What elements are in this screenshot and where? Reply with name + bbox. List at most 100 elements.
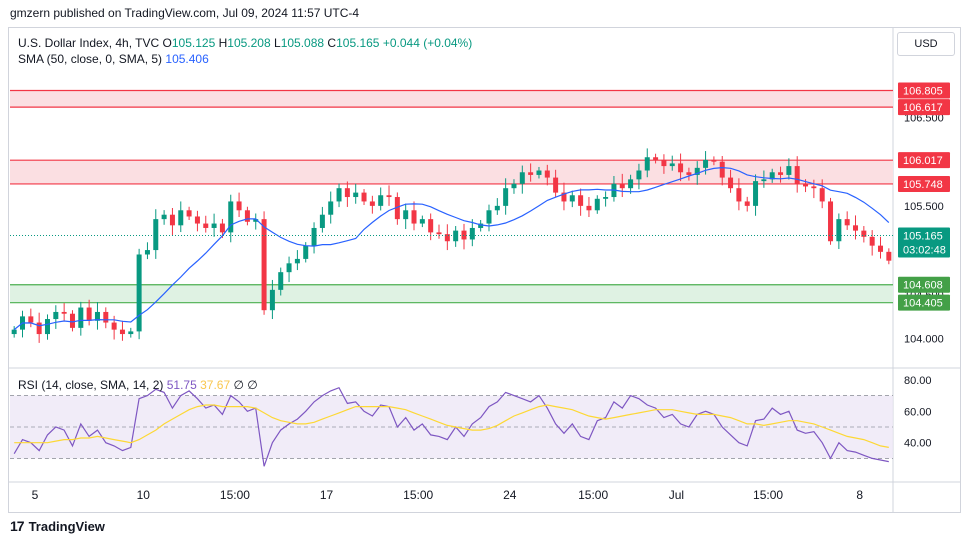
sma-value: 105.406: [165, 52, 209, 66]
candle-body: [586, 205, 592, 211]
candle: [603, 191, 609, 207]
candle-body: [794, 166, 800, 184]
candle: [769, 168, 775, 183]
candle: [269, 279, 275, 320]
candle-body: [836, 219, 842, 242]
candle-body: [394, 197, 400, 220]
candle-body: [419, 219, 425, 224]
candle: [161, 210, 167, 225]
rsi-value: 51.75: [166, 378, 197, 392]
candle-body: [736, 188, 742, 202]
candle: [578, 188, 584, 216]
close-value: 105.165: [336, 36, 380, 50]
candle: [411, 201, 417, 231]
candle: [344, 181, 350, 207]
zone-resistance-lower: [10, 160, 893, 184]
candle-body: [244, 210, 250, 222]
candle: [553, 169, 559, 198]
candle: [653, 153, 659, 164]
candle-body: [778, 172, 784, 175]
price-label-support-top: 104.608: [903, 280, 943, 292]
candle: [469, 219, 475, 247]
price-label-current-price-bg: [898, 227, 950, 258]
candle-body: [219, 223, 225, 233]
time-tick-label: 15:00: [403, 488, 433, 502]
high-value: 105.208: [227, 36, 271, 50]
candle: [886, 248, 892, 265]
rsi-legend: RSI (14, close, SMA, 14, 2) 51.75 37.67 …: [18, 378, 258, 392]
candle-body: [528, 172, 534, 175]
price-label-support-bottom: 104.405: [903, 298, 943, 310]
time-tick-label: 5: [32, 488, 39, 502]
candle-body: [361, 192, 367, 202]
candle: [844, 211, 850, 230]
candle: [594, 195, 600, 214]
candle-body: [178, 210, 184, 226]
candle-body: [128, 331, 134, 335]
time-tick-label: 15:00: [578, 488, 608, 502]
time-tick-label: 10: [137, 488, 151, 502]
candle: [361, 189, 367, 205]
candle-body: [869, 236, 875, 246]
sma-label[interactable]: SMA (50, close, 0, SMA, 5): [18, 52, 163, 66]
tradingview-brand[interactable]: 17 TradingView: [10, 518, 105, 534]
candle: [278, 267, 284, 296]
candle-body: [411, 210, 417, 224]
candle: [794, 156, 800, 193]
chart-frame[interactable]: [8, 27, 961, 513]
symbol-name[interactable]: U.S. Dollar Index, 4h, TVC: [18, 36, 160, 50]
candle: [394, 192, 400, 225]
candle: [719, 156, 725, 186]
candle: [878, 236, 884, 259]
rsi-ma-line: [14, 404, 889, 448]
rsi-ma-value: 37.67: [200, 378, 231, 392]
zone-support: [10, 284, 893, 303]
candle-body: [436, 232, 442, 235]
candle: [636, 163, 642, 190]
candle: [153, 209, 159, 259]
rsi-tick-label: 60.00: [904, 406, 932, 418]
candle-body: [669, 163, 675, 167]
candle-body: [744, 201, 750, 206]
candle-body: [53, 311, 59, 320]
time-tick-label: 15:00: [220, 488, 250, 502]
candle-body: [336, 188, 342, 202]
candle: [178, 201, 184, 233]
candle: [561, 182, 567, 211]
candle: [94, 302, 100, 330]
price-label-resistance-lower-bottom-bg: [898, 175, 950, 192]
candle: [644, 148, 650, 178]
candle-body: [453, 230, 459, 242]
candle-body: [61, 311, 67, 314]
candle: [678, 153, 684, 182]
candle: [403, 203, 409, 230]
candle-body: [711, 159, 717, 162]
candle: [328, 191, 334, 224]
candle: [628, 174, 634, 194]
candle-body: [236, 201, 242, 211]
candle-body: [78, 307, 84, 328]
candle: [103, 307, 109, 329]
rsi-label[interactable]: RSI (14, close, SMA, 14, 2): [18, 378, 164, 392]
candle: [494, 198, 500, 215]
candle-body: [561, 192, 567, 202]
candle: [286, 256, 292, 283]
candle-body: [69, 313, 75, 328]
candle: [569, 190, 575, 208]
candle-body: [769, 172, 775, 180]
time-tick-label: 15:00: [753, 488, 783, 502]
candle: [336, 183, 342, 208]
candle-body: [111, 322, 117, 330]
candle-body: [269, 289, 275, 311]
candle: [778, 166, 784, 183]
candle-body: [428, 219, 434, 233]
candle: [503, 178, 509, 215]
price-label-current-price: 105.165: [903, 230, 943, 242]
candle: [861, 226, 867, 243]
candle-body: [144, 250, 150, 255]
candle: [86, 299, 92, 326]
candle: [211, 213, 217, 237]
currency-button[interactable]: USD: [897, 32, 955, 56]
candle: [436, 224, 442, 239]
